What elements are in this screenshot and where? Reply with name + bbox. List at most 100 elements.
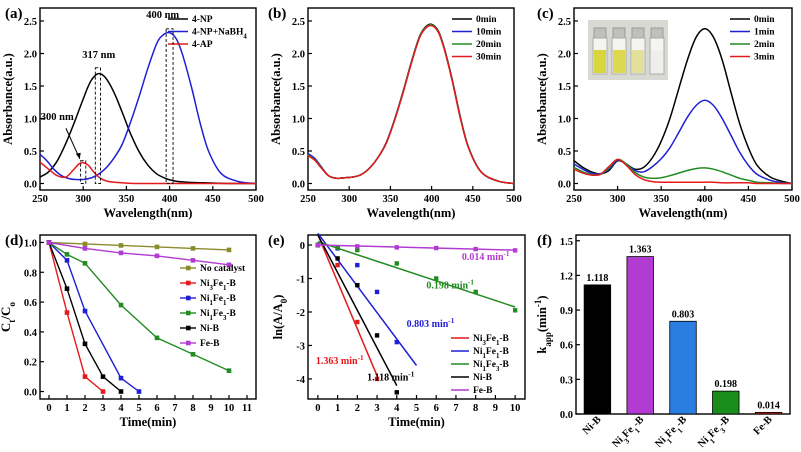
data-point [118, 375, 124, 381]
annotation-317nm: 317 nm [82, 50, 115, 61]
data-point [190, 258, 196, 263]
data-point [473, 289, 478, 295]
x-tick-label: 350 [383, 194, 399, 205]
text-part: 1 [496, 353, 500, 360]
x-axis-title: Wavelength(nm) [639, 206, 728, 220]
bar-1 [626, 256, 654, 415]
bar-value-label: 0.198 [715, 379, 738, 390]
x-tick-label: 0 [315, 403, 320, 414]
text-part: -B [499, 334, 509, 344]
panel-c: 250 300 350 400 450 500 0.0 0.5 1.0 1.5 2.0 2.5 (c) W… [535, 6, 800, 220]
x-tick-label: 2 [355, 403, 360, 414]
text-part: 4 [243, 33, 247, 40]
text-part: Ni [200, 294, 210, 304]
category-label: Ni1Fe1-B [653, 414, 691, 447]
text-part: ln(A/A [271, 303, 285, 339]
data-point [355, 283, 360, 288]
data-point [100, 374, 106, 379]
text-part: Fe-B [200, 339, 220, 349]
series-line-1 [573, 99, 793, 185]
text-part: Fe [213, 294, 223, 304]
y-tick-label: 2.0 [292, 50, 305, 61]
y-tick-label: 1.5 [292, 82, 305, 93]
text-part: -B [226, 279, 236, 289]
x-tick-label: 8 [473, 403, 478, 414]
text-part: 1 [675, 426, 684, 435]
panel-b: 250 300 350 400 450 500 0.0 0.5 1.0 1.5 2.0 2.5 (b) W… [268, 6, 522, 220]
category-label: Ni1Fe3-B [696, 414, 734, 447]
data-point [82, 241, 88, 247]
data-point [355, 262, 360, 268]
x-tick-label: 7 [453, 403, 458, 414]
x-tick-label: 400 [697, 194, 713, 205]
series-line-2 [39, 161, 256, 185]
x-tick-label: 500 [506, 194, 522, 205]
series-line-3 [573, 158, 792, 185]
bar-0 [583, 284, 612, 415]
text-part: -1 [448, 317, 454, 325]
category-label: Ni-B [581, 414, 604, 437]
fit-line-1 [317, 232, 418, 366]
legend-marker [186, 340, 191, 346]
y-tick-label: 2.5 [292, 17, 305, 28]
text-part: Fe-B [752, 414, 775, 437]
legend-label-2: Ni1Fe1-B [200, 294, 237, 307]
y-tick-label: 0.4 [24, 328, 38, 339]
annotation-400nm: 400 nm [146, 10, 179, 21]
text-part: 0.014 min [462, 252, 504, 263]
text-part: No catalyst [200, 264, 246, 274]
y-axis-title: Absorbance(a.u.) [535, 53, 549, 145]
vial-cap [612, 27, 626, 39]
fit-line-3 [317, 234, 398, 386]
legend-label-4: Fe-B [473, 386, 493, 396]
text-part: 0.198 min [426, 281, 468, 292]
category-label: Fe-B [752, 414, 775, 437]
y-tick-label: 0.5 [292, 147, 305, 158]
legend-label-2: Ni1Fe3-B [473, 360, 510, 373]
y-tick-label: 2.0 [558, 50, 571, 61]
x-axis-title: Wavelength(nm) [367, 206, 456, 220]
text-part: 0 [279, 298, 289, 303]
x-tick-label: 400 [162, 194, 178, 205]
x-tick-label: 2 [82, 403, 87, 414]
data-point [82, 308, 88, 314]
data-point [374, 289, 380, 295]
rate-label-2: 0.803 min-1 [407, 317, 455, 330]
plot-frame [39, 234, 257, 400]
panel-label: (d) [5, 233, 23, 249]
text-part: -1 [504, 250, 510, 258]
data-point [355, 247, 360, 253]
text-part: 3 [622, 436, 631, 445]
series-line-1 [48, 242, 104, 393]
data-point [512, 248, 518, 253]
text-part: o [8, 302, 18, 307]
text-part: Ni [200, 279, 210, 289]
vial-cap [631, 27, 645, 39]
data-point [190, 246, 196, 251]
panel-a: 250 300 350 400 450 500 0.0 0.5 1.0 1.5 2.0 2.5(a) W… [1, 6, 264, 220]
data-point [315, 242, 321, 248]
y-tick-label: 0.0 [24, 388, 37, 399]
x-tick-label: 5 [136, 403, 141, 414]
text-part: 1 [496, 340, 500, 347]
series-line-0 [573, 28, 793, 185]
y-axis-title: Absorbance(a.u.) [269, 53, 283, 145]
series-line-1 [39, 31, 257, 185]
legend-label-1: Ni3Fe1-B [200, 279, 237, 292]
y-tick-label: -2 [296, 308, 305, 319]
text-part: 3 [223, 315, 227, 322]
x-tick-label: 7 [172, 403, 177, 414]
text-part: 1 [707, 436, 716, 445]
category-label: Ni3Fe1-B [611, 414, 649, 447]
bar-4 [754, 411, 783, 415]
legend-marker [186, 310, 191, 316]
series-line-5 [48, 241, 230, 266]
text-part: 1 [483, 366, 487, 373]
text-part: -B [226, 294, 236, 304]
x-tick-label: 500 [248, 194, 264, 205]
plot-frame [39, 7, 257, 191]
text-part: Ni-B [473, 373, 493, 383]
x-tick-label: 3 [100, 403, 105, 414]
guide-300-box [80, 160, 87, 184]
